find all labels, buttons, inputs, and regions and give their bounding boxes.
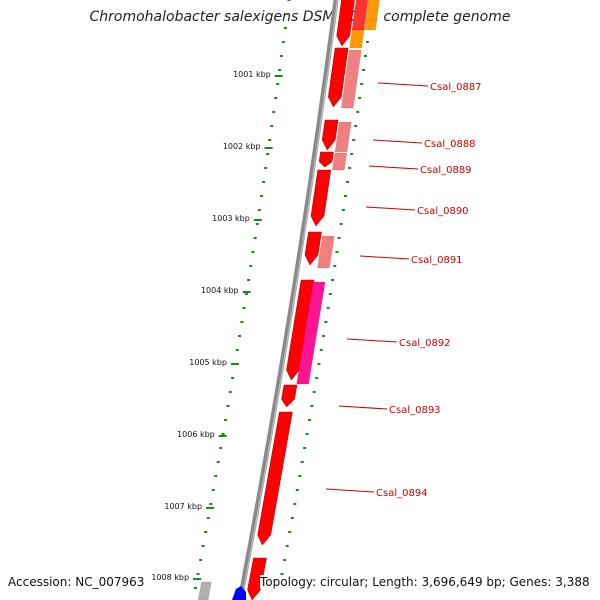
gene-label[interactable]: Csal_0892: [399, 338, 451, 349]
orange-feature-box[interactable]: [364, 0, 380, 31]
gene-label[interactable]: Csal_0894: [376, 488, 428, 499]
cds-arrow[interactable]: [318, 151, 334, 168]
gene-label[interactable]: Csal_0887: [430, 82, 482, 93]
gene-leader-line: [377, 82, 429, 87]
cds-arrow[interactable]: [281, 384, 298, 408]
scale-label: 1004 kbp: [201, 286, 239, 295]
gene-label[interactable]: Csal_0893: [389, 405, 441, 416]
cds-arrow[interactable]: [257, 411, 293, 546]
gene-leader-line: [365, 206, 416, 211]
scale-label: 1001 kbp: [233, 70, 271, 79]
map-title: Chromohalobacter salexigens DSM 3043, co…: [89, 9, 511, 25]
gene-leader-line: [372, 139, 423, 144]
pink-feature-box[interactable]: [317, 235, 335, 269]
cds-arrow[interactable]: [310, 169, 332, 227]
gene-label[interactable]: Csal_0891: [411, 255, 463, 266]
pink-feature-box[interactable]: [334, 121, 352, 153]
genome-summary: Topology: circular; Length: 3,696,649 bp…: [260, 575, 590, 589]
cds-arrow[interactable]: [247, 557, 267, 600]
cds-arrow[interactable]: [321, 119, 339, 151]
scale-label: 1003 kbp: [212, 214, 250, 223]
gene-label[interactable]: Csal_0889: [420, 165, 472, 176]
gene-leader-line: [359, 255, 410, 260]
gene-label[interactable]: Csal_0890: [417, 206, 469, 217]
scale-label: 1006 kbp: [177, 430, 215, 439]
grey-feature-box[interactable]: [197, 581, 212, 600]
scale-label: 1007 kbp: [164, 502, 202, 511]
accession-label: Accession: NC_007963: [8, 575, 145, 589]
orange-feature-box[interactable]: [349, 29, 365, 49]
scale-label: 1005 kbp: [189, 358, 227, 367]
cds-arrow[interactable]: [304, 231, 322, 266]
gene-leader-line: [346, 338, 398, 343]
blue-feature-arrow[interactable]: [232, 586, 246, 600]
cds-arrow[interactable]: [286, 279, 315, 381]
scale-label: 1008 kbp: [151, 573, 189, 582]
gene-label[interactable]: Csal_0888: [424, 139, 476, 150]
magenta-feature-box[interactable]: [296, 281, 326, 385]
gene-leader-line: [325, 488, 375, 493]
pink-feature-box[interactable]: [341, 49, 362, 109]
cds-arrow[interactable]: [336, 0, 356, 47]
scale-label: 1002 kbp: [223, 142, 261, 151]
pink-feature-box[interactable]: [332, 152, 348, 171]
cds-arrow[interactable]: [328, 47, 349, 108]
genome-backbone: [237, 0, 339, 600]
gene-leader-line: [368, 165, 419, 170]
gene-leader-line: [338, 405, 388, 410]
backbone-highlight: [240, 0, 339, 600]
